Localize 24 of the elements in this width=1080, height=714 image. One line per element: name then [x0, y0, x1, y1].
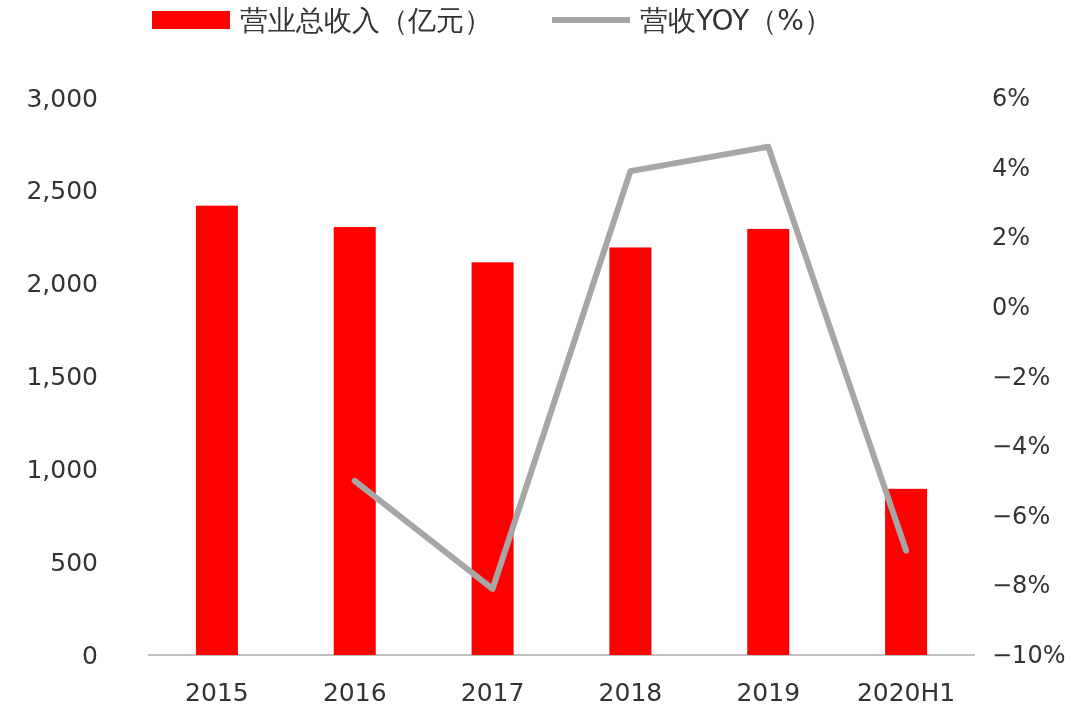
y2tick: −8%: [992, 571, 1051, 600]
ytick: 1,500: [26, 362, 98, 391]
xtick: 2018: [598, 677, 663, 707]
y2tick: 0%: [992, 292, 1031, 321]
y2tick: −6%: [992, 501, 1051, 530]
y2tick: 2%: [992, 223, 1031, 252]
ytick: 0: [82, 640, 98, 670]
legend-label: 营收YOY（%）: [640, 3, 832, 37]
ytick: 2,500: [26, 176, 98, 206]
y2tick: −10%: [992, 641, 1066, 669]
legend-label: 营业总收入（亿元）: [240, 3, 492, 37]
y2tick: 4%: [992, 153, 1031, 182]
ytick: 2,000: [26, 269, 98, 299]
y2tick: −4%: [992, 432, 1051, 461]
ytick: 500: [50, 547, 98, 577]
xtick: 2015: [185, 677, 249, 707]
xtick: 2017: [460, 677, 525, 707]
ytick: 1,000: [26, 454, 98, 484]
xtick: 2020H1: [856, 677, 956, 707]
ytick: 3,000: [26, 83, 98, 113]
y2tick: 6%: [992, 84, 1031, 112]
xtick: 2016: [322, 677, 387, 707]
y2tick: −2%: [992, 362, 1051, 391]
xtick: 2019: [736, 677, 801, 707]
